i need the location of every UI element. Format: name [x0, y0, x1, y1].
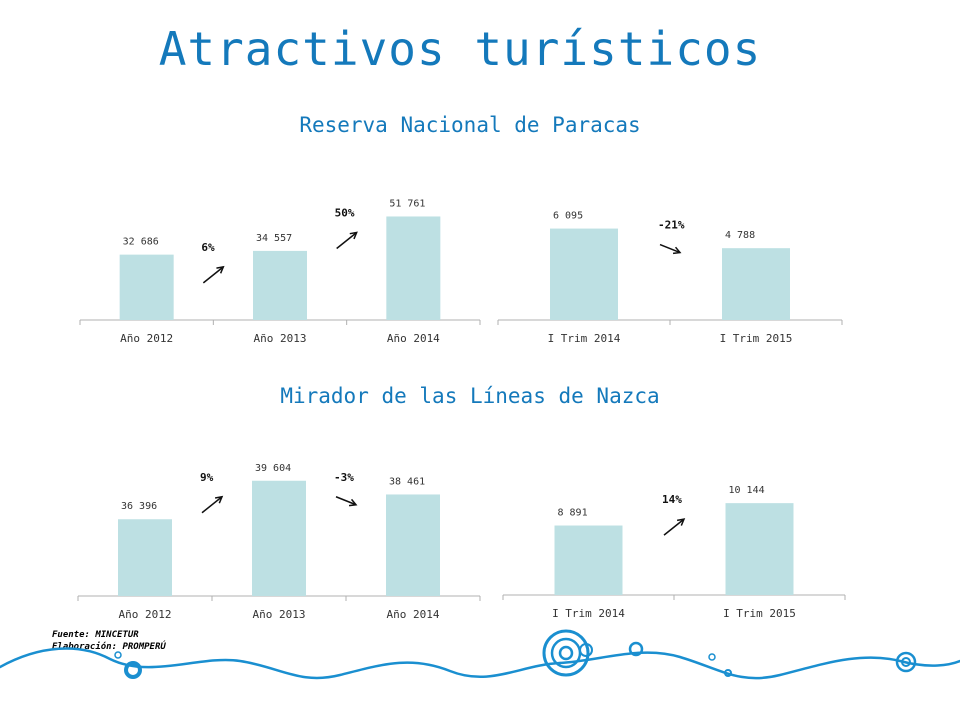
wave-decoration — [0, 629, 960, 680]
change-arrow-head — [672, 246, 682, 255]
change-label: -21% — [658, 219, 685, 232]
change-label: 50% — [335, 206, 355, 219]
data-label: 39 604 — [255, 463, 291, 474]
change-arrow-head — [348, 498, 358, 507]
change-label: 9% — [200, 471, 214, 484]
bar — [725, 503, 794, 595]
bar — [550, 228, 618, 320]
x-tick-label: Año 2013 — [254, 332, 307, 345]
x-tick-label: Año 2014 — [387, 332, 440, 345]
data-label: 8 891 — [558, 508, 588, 519]
x-tick-label: Año 2013 — [253, 608, 306, 621]
footer-elaboration: Elaboración: PROMPERÚ — [52, 642, 166, 652]
change-arrow — [335, 496, 357, 506]
change-arrow-head — [676, 518, 686, 526]
x-tick-label: Año 2012 — [120, 332, 173, 345]
chart-nazca-quarterly: 8 891 I Trim 2014 10 144 I Trim 2015 14% — [502, 485, 846, 620]
bar — [722, 248, 790, 320]
change-arrow — [202, 266, 224, 284]
bar — [252, 480, 306, 596]
x-tick-label: I Trim 2015 — [723, 607, 796, 620]
change-arrow — [201, 496, 223, 514]
data-label: 4 788 — [725, 230, 755, 241]
x-tick-label: I Trim 2014 — [552, 607, 625, 620]
data-label: 32 686 — [123, 237, 159, 248]
chart-paracas-annual: 32 686 Año 2012 34 557 Año 2013 51 761 Año 20… — [79, 198, 481, 345]
change-label: 14% — [662, 493, 682, 506]
bar — [554, 525, 623, 595]
bar — [386, 216, 441, 320]
data-label: 10 144 — [729, 485, 765, 496]
footer-source: Fuente: MINCETUR — [52, 630, 139, 640]
change-label: -3% — [334, 471, 354, 484]
x-tick-label: Año 2014 — [387, 608, 440, 621]
x-tick-label: I Trim 2014 — [548, 332, 621, 345]
change-arrow — [659, 243, 681, 254]
change-arrow — [336, 231, 358, 250]
chart-paracas-quarterly: 6 095 I Trim 2014 4 788 I Trim 2015 -21% — [497, 211, 843, 345]
data-label: 51 761 — [389, 198, 425, 209]
bar — [253, 250, 307, 320]
change-arrow — [663, 518, 685, 536]
change-arrow-head — [214, 495, 224, 504]
page-title: Atractivos turísticos — [158, 22, 762, 76]
data-label: 34 557 — [256, 233, 292, 244]
footer: Fuente: MINCETUR Elaboración: PROMPERÚ — [52, 629, 166, 653]
chart-nazca-annual: 36 396 Año 2012 39 604 Año 2013 38 461 Año 20… — [77, 463, 481, 621]
data-label: 6 095 — [553, 211, 583, 222]
x-tick-label: Año 2012 — [119, 608, 172, 621]
data-label: 36 396 — [121, 501, 157, 512]
change-label: 6% — [201, 241, 215, 254]
bar — [386, 494, 440, 596]
data-label: 38 461 — [389, 476, 425, 487]
change-arrow-head — [216, 265, 225, 274]
bar — [119, 254, 174, 320]
x-tick-label: I Trim 2015 — [720, 332, 793, 345]
change-arrow-head — [349, 231, 358, 240]
bar — [118, 519, 172, 596]
section-title-nazca: Mirador de las Líneas de Nazca — [280, 384, 660, 408]
section-title-paracas: Reserva Nacional de Paracas — [299, 113, 641, 137]
